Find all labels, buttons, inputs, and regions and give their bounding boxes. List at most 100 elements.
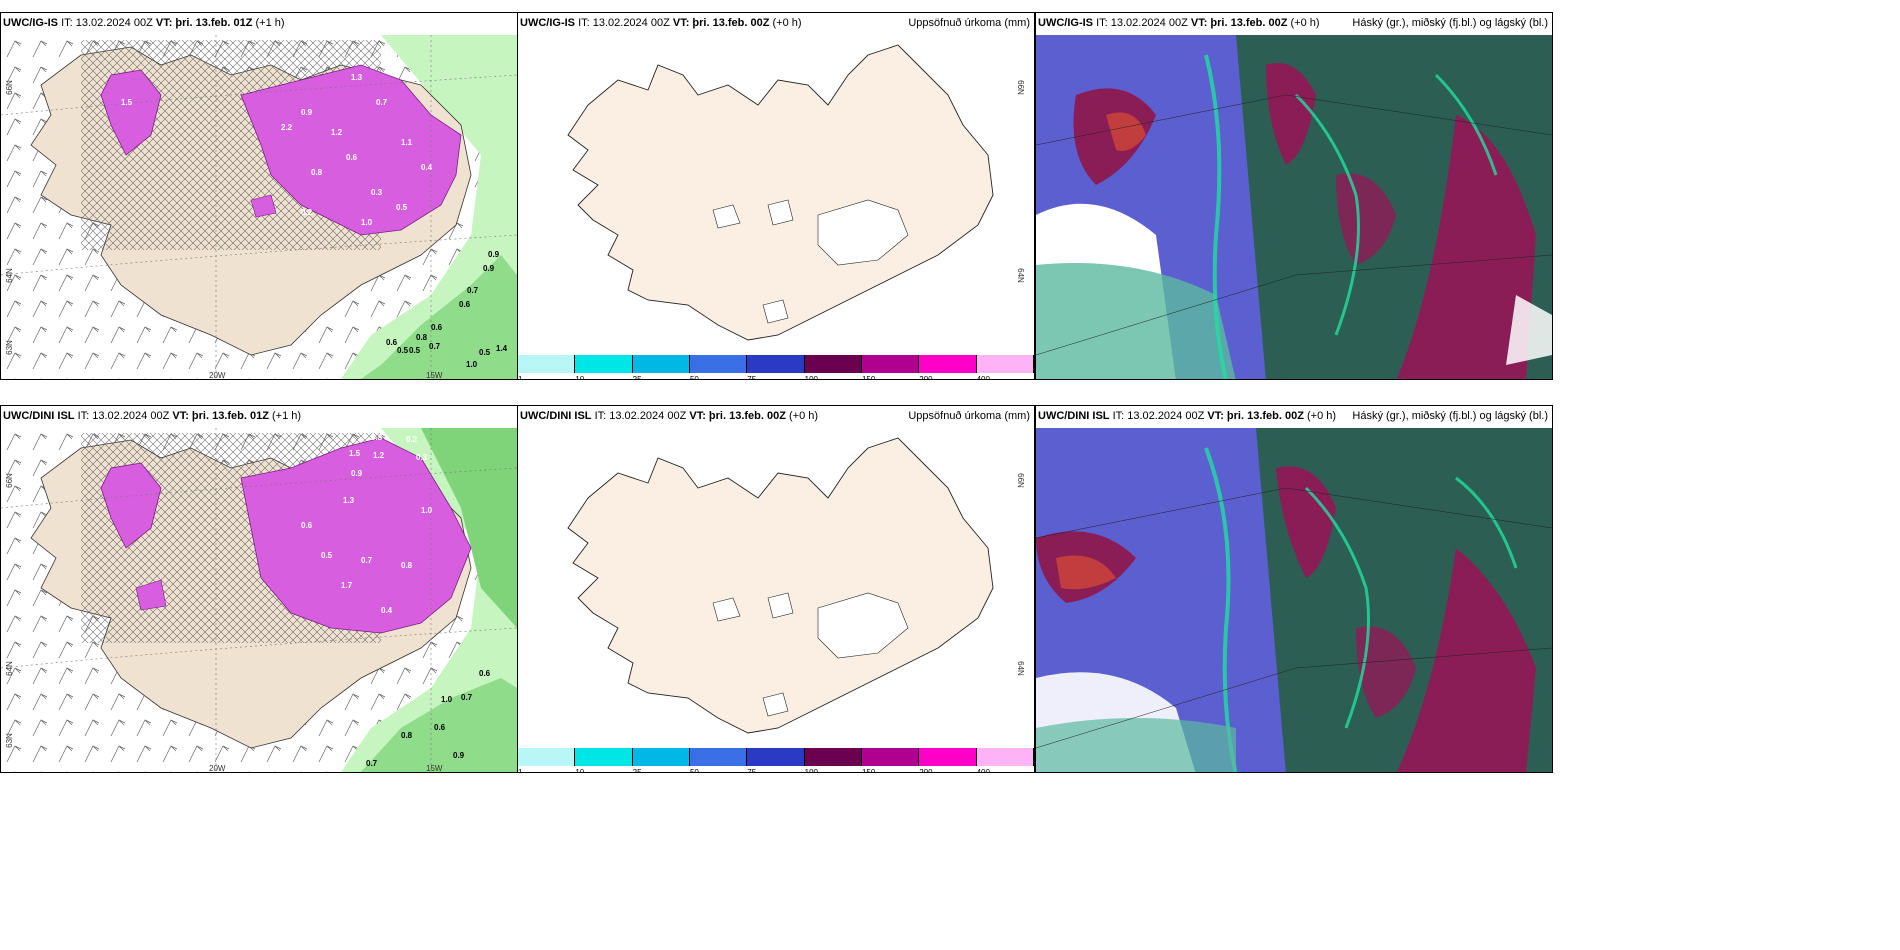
- snow-value: 0.2: [406, 435, 418, 444]
- snow-value: 1.1: [401, 138, 413, 147]
- rain-value: 0.9: [488, 250, 500, 259]
- rain-value: 0.7: [467, 286, 479, 295]
- lat-label: 66N: [1016, 80, 1026, 95]
- snow-area-west: [100, 462, 162, 549]
- snow-value: 0.4: [381, 606, 393, 615]
- lead-time: (+0 h): [789, 410, 819, 422]
- colorbar-label: 10: [575, 375, 585, 380]
- snow-area-small: [250, 194, 277, 218]
- valid-time-label: VT:: [1190, 17, 1208, 29]
- rain-value: 0.5: [479, 348, 491, 357]
- colorbar-label: 25: [632, 768, 642, 773]
- colorbar-label: 10: [575, 768, 585, 773]
- valid-time-label: VT:: [672, 17, 690, 29]
- model-name: UWC/DINI ISL: [1038, 410, 1110, 422]
- lat-label: 64N: [4, 661, 14, 676]
- snow-value: 1.0: [361, 218, 373, 227]
- init-time: IT: 13.02.2024 00Z: [1096, 17, 1188, 29]
- model-name: UWC/IG-IS: [1038, 17, 1093, 29]
- colorbar-label: 400: [976, 768, 990, 773]
- panel-clouds-igis: UWC/IG-IS IT: 13.02.2024 00Z VT: þri. 13…: [1035, 12, 1553, 380]
- panel-accum-precip-dini: UWC/DINI ISL IT: 13.02.2024 00Z VT: þri.…: [517, 405, 1035, 773]
- rain-value: 1.0: [441, 695, 453, 704]
- rain-value: 0.5: [397, 346, 409, 355]
- map-snow-precip: 1.3 0.7 0.9 1.2 2.2 1.5 0.6 0.8 1.1 0.4 …: [1, 35, 517, 379]
- init-time: IT: 13.02.2024 00Z: [61, 17, 153, 29]
- snow-value: 0.6: [346, 153, 358, 162]
- snow-value: 0.3: [371, 188, 383, 197]
- map-accumulated-precip: [567, 437, 994, 734]
- map-cloud-layers: [1036, 35, 1552, 379]
- lead-time: (+0 h): [1307, 410, 1337, 422]
- rain-value: 0.5: [409, 346, 421, 355]
- lon-label: 20W: [209, 764, 226, 773]
- rain-value: 0.6: [479, 669, 491, 678]
- snow-value: 0.6: [301, 521, 313, 530]
- snow-value: 0.9: [301, 108, 313, 117]
- colorbar-label: 100: [804, 375, 818, 380]
- rain-area-mid: [421, 428, 517, 628]
- colorbar-label: 400: [976, 375, 990, 380]
- rain-value: 1.4: [496, 344, 508, 353]
- snow-value: 1.3: [351, 73, 363, 82]
- lat-label: 64N: [4, 268, 14, 283]
- snow-value: 0.8: [311, 168, 323, 177]
- panel-header: UWC/DINI ISL IT: 13.02.2024 00Z VT: þri.…: [520, 408, 1030, 424]
- snow-area-small: [135, 579, 167, 611]
- colorbar-label: 200: [919, 375, 933, 380]
- snow-value: 0.8: [401, 561, 413, 570]
- rain-value: 0.8: [416, 333, 428, 342]
- valid-time-label: VT:: [172, 410, 189, 422]
- init-time: IT: 13.02.2024 00Z: [77, 410, 170, 422]
- snow-value: 0.5: [321, 551, 333, 560]
- valid-time-label: VT:: [155, 17, 173, 29]
- lon-label: 15W: [426, 371, 443, 380]
- colorbar-label: 100: [804, 768, 818, 773]
- lat-label: 66N: [4, 473, 14, 488]
- lead-time: (+1 h): [272, 410, 302, 422]
- valid-time: þri. 13.feb. 00Z: [692, 17, 770, 29]
- snow-value: 1.0: [421, 506, 433, 515]
- panel-header: UWC/IG-IS IT: 13.02.2024 00Z VT: þri. 13…: [3, 15, 513, 31]
- snow-area-east: [240, 437, 472, 634]
- rain-area-mid: [361, 255, 517, 379]
- snow-area-east: [240, 64, 462, 236]
- rain-value: 0.6: [386, 338, 398, 347]
- lat-label: 64N: [1016, 268, 1026, 283]
- rain-value: 0.6: [434, 723, 446, 732]
- lat-label: 63N: [4, 340, 14, 355]
- snow-value: 0.7: [361, 556, 373, 565]
- valid-time-label: VT:: [1207, 410, 1224, 422]
- panel-title: Háský (gr.), miðský (fj.bl.) og lágský (…: [1352, 410, 1548, 422]
- rain-value: 0.7: [366, 759, 378, 768]
- snow-value: 1.5: [349, 449, 361, 458]
- lon-label: 15W: [426, 764, 443, 773]
- snow-value: 2.2: [281, 123, 293, 132]
- snow-value: 1.3: [343, 496, 355, 505]
- colorbar-label: 150: [861, 768, 876, 773]
- colorbar-label: 75: [747, 375, 757, 380]
- glacier: [762, 692, 789, 717]
- init-time: IT: 13.02.2024 00Z: [1112, 410, 1205, 422]
- valid-time: þri. 13.feb. 00Z: [1226, 410, 1304, 422]
- rain-area-mid: [361, 678, 517, 772]
- panel-accum-precip-igis: UWC/IG-IS IT: 13.02.2024 00Z VT: þri. 13…: [517, 12, 1035, 380]
- panel-header: UWC/DINI ISL IT: 13.02.2024 00Z VT: þri.…: [3, 408, 513, 424]
- colorbar: 1 10 25 50 75 100 150 200 400: [518, 748, 1034, 772]
- snow-value: 0.3: [371, 433, 383, 442]
- rain-value: 0.8: [401, 731, 413, 740]
- map-accumulated-precip: [567, 44, 994, 341]
- rain-value: 0.9: [483, 264, 495, 273]
- model-name: UWC/DINI ISL: [3, 410, 75, 422]
- snow-value: 0.4: [421, 163, 433, 172]
- colorbar-label: 1: [518, 375, 523, 380]
- lon-label: 20W: [209, 371, 226, 380]
- panel-snow-precip-dini: UWC/DINI ISL IT: 13.02.2024 00Z VT: þri.…: [0, 405, 518, 773]
- rain-value: 0.6: [459, 300, 471, 309]
- map-cloud-layers: [1036, 428, 1552, 772]
- panel-title: Háský (gr.), miðský (fj.bl.) og lágský (…: [1352, 17, 1548, 29]
- snow-value: 1.7: [341, 581, 353, 590]
- colorbar-label: 1: [518, 768, 523, 773]
- rain-value: 0.7: [461, 693, 473, 702]
- map-snow-precip: 0.3 1.5 1.2 0.2 0.3 0.9 1.3 0.6 0.7 0.5 …: [1, 428, 517, 772]
